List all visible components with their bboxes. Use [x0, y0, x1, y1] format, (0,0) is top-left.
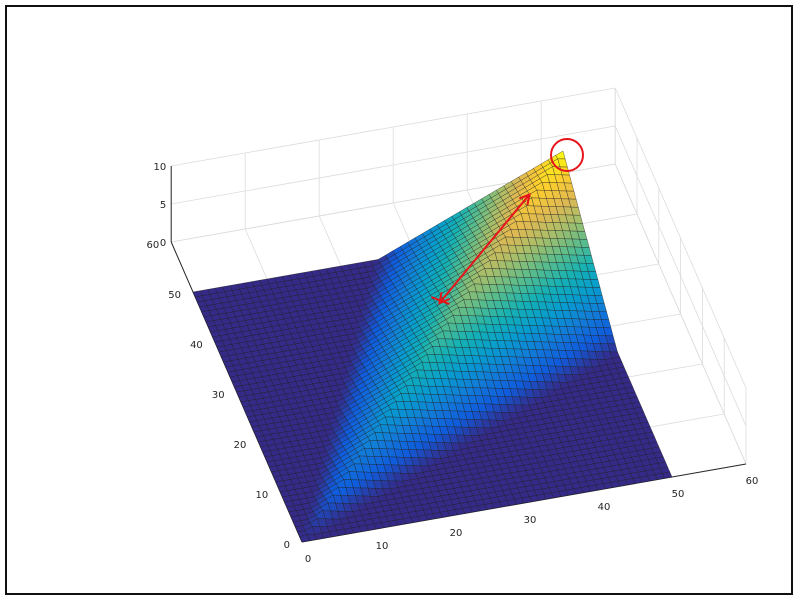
arrow-head-end — [518, 192, 531, 206]
x-tick-label: 60 — [746, 476, 759, 487]
z-tick-label: 0 — [160, 238, 166, 249]
side-wall-grid-line — [614, 163, 747, 465]
x-tick-label: 20 — [450, 528, 463, 539]
y-tick-label: 30 — [212, 390, 225, 401]
side-wall-grid-line — [614, 125, 747, 427]
z-tick-label: 5 — [160, 200, 166, 211]
annotations — [431, 138, 584, 305]
x-tick-label: 30 — [524, 515, 537, 526]
back-wall-grid-line — [171, 87, 616, 167]
y-tick-label: 10 — [255, 490, 268, 501]
arrow-head-start — [438, 292, 451, 305]
x-tick-label: 50 — [672, 489, 685, 500]
figure-frame: 0 10 20 30 40 50 60 0 10 20 30 40 50 60 0 5 10 — [5, 5, 793, 595]
y-tick-label: 0 — [284, 540, 290, 551]
surface-mesh — [192, 150, 673, 543]
y-tick-label: 50 — [168, 290, 181, 301]
x-tick-label: 0 — [305, 554, 311, 565]
surface-cell — [555, 150, 566, 160]
z-tick-label: 10 — [153, 162, 166, 173]
x-tick-label: 10 — [376, 541, 389, 552]
back-wall-grid-line — [171, 125, 616, 205]
y-tick-label: 60 — [146, 240, 159, 251]
peak-circle-annotation — [550, 138, 584, 172]
double-arrow-shaft — [438, 193, 531, 304]
surface-cell — [662, 471, 673, 479]
side-wall-grid-line — [614, 87, 747, 389]
x-tick-label: 40 — [598, 502, 611, 513]
y-tick-label: 40 — [190, 340, 203, 351]
start-marker — [431, 296, 450, 305]
y-tick-label: 20 — [234, 440, 247, 451]
